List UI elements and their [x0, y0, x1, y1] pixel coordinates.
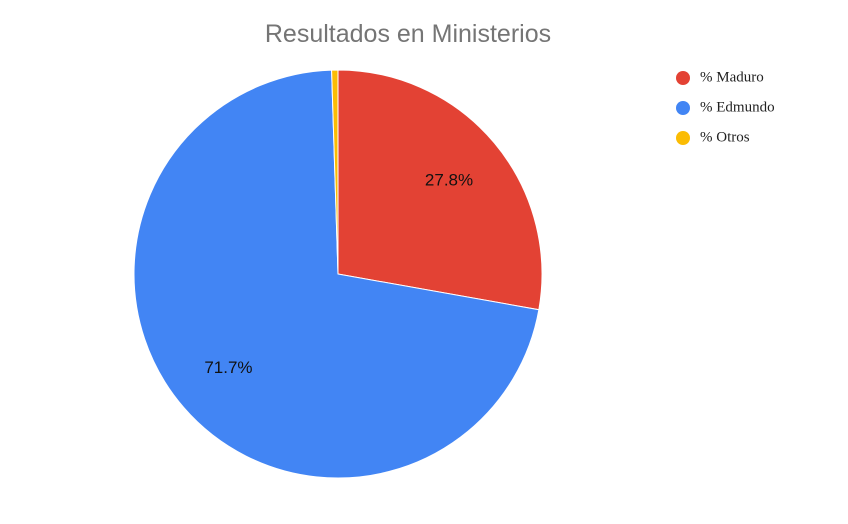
legend-label: % Maduro [700, 69, 764, 85]
pie-slice [337, 69, 543, 311]
value-label: 71.7% [204, 358, 252, 377]
legend-label: % Otros [700, 129, 750, 145]
legend-marker [676, 101, 690, 115]
legend-marker [676, 71, 690, 85]
chart-title: Resultados en Ministerios [265, 20, 551, 48]
value-label: 27.8% [425, 170, 473, 189]
legend-label: % Edmundo [700, 99, 775, 115]
pie-slice [331, 69, 339, 275]
pie-slice [133, 69, 540, 479]
legend-marker [676, 131, 690, 145]
